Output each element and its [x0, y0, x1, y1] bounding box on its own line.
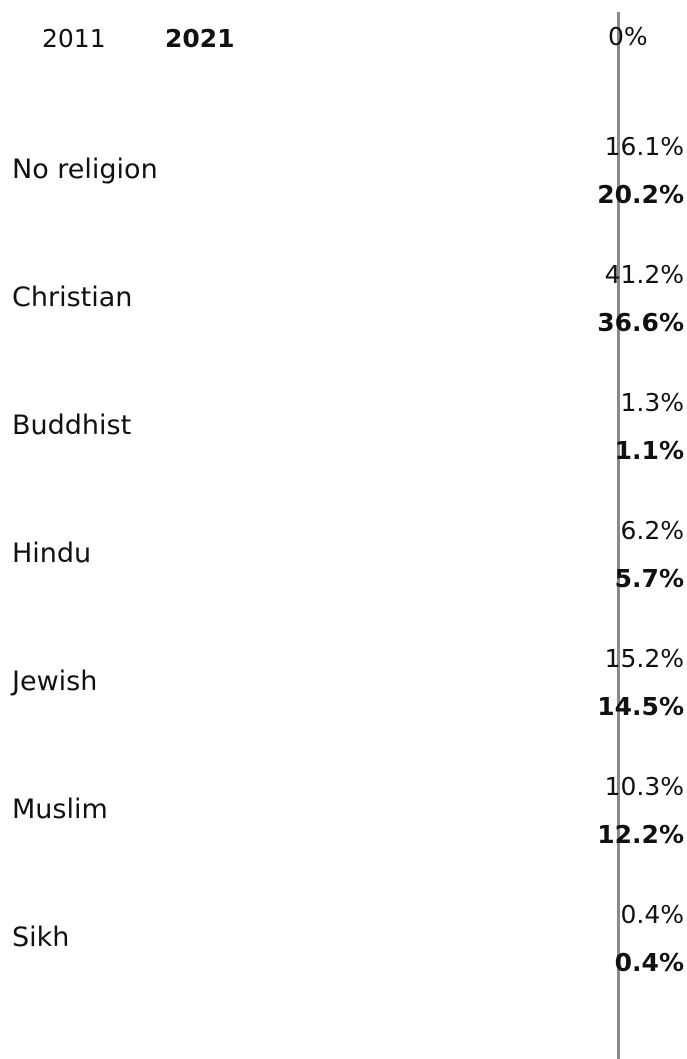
category-label: Hindu — [12, 538, 92, 569]
legend-2011: 2011 — [42, 24, 106, 53]
data-label-2011: 10.3% — [604, 772, 684, 801]
data-label-2011: 1.3% — [620, 388, 684, 417]
legend-2021: 2021 — [165, 24, 235, 53]
category-label: Buddhist — [12, 410, 132, 441]
category-label: Christian — [12, 282, 133, 313]
data-label-2021: 20.2% — [597, 180, 684, 209]
category-label: No religion — [12, 154, 158, 185]
data-label-2021: 5.7% — [614, 564, 684, 593]
x-tick-label: 0% — [608, 22, 648, 51]
data-label-2011: 6.2% — [620, 516, 684, 545]
data-label-2021: 0.4% — [614, 948, 684, 977]
category-label: Jewish — [12, 666, 98, 697]
category-label: Muslim — [12, 794, 108, 825]
data-label-2021: 36.6% — [597, 308, 684, 337]
data-label-2011: 15.2% — [604, 644, 684, 673]
category-label: Sikh — [12, 922, 70, 953]
data-label-2021: 12.2% — [597, 820, 684, 849]
data-label-2021: 14.5% — [597, 692, 684, 721]
zero-axis-line — [617, 12, 620, 1059]
data-label-2011: 16.1% — [604, 132, 684, 161]
data-label-2021: 1.1% — [614, 436, 684, 465]
data-label-2011: 0.4% — [620, 900, 684, 929]
data-label-2011: 41.2% — [604, 260, 684, 289]
